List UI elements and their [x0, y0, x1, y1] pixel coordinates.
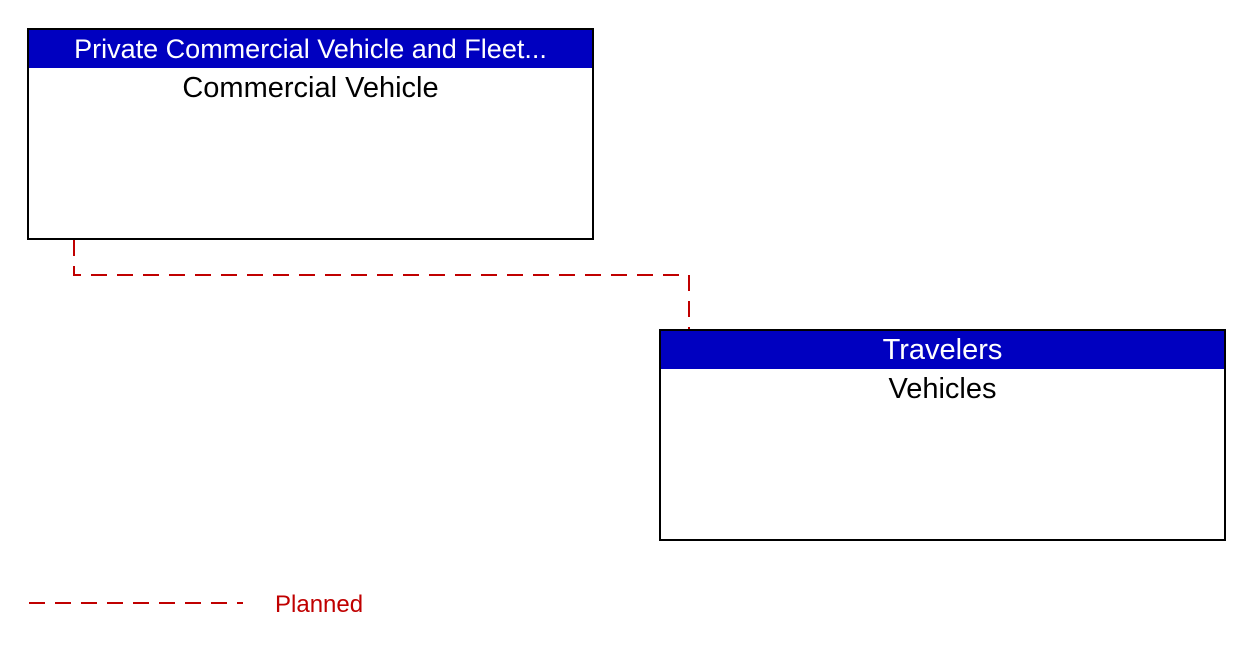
edge-planned [74, 240, 689, 329]
node-body-commercial-vehicle: Commercial Vehicle [29, 68, 592, 238]
node-header-travelers: Travelers [661, 331, 1224, 369]
node-travelers-vehicles: Travelers Vehicles [659, 329, 1226, 541]
node-header-private-commercial: Private Commercial Vehicle and Fleet... [29, 30, 592, 68]
legend-label-planned: Planned [275, 591, 363, 619]
diagram-canvas: Private Commercial Vehicle and Fleet... … [0, 0, 1252, 658]
node-commercial-vehicle: Private Commercial Vehicle and Fleet... … [27, 28, 594, 240]
node-body-vehicles: Vehicles [661, 369, 1224, 539]
